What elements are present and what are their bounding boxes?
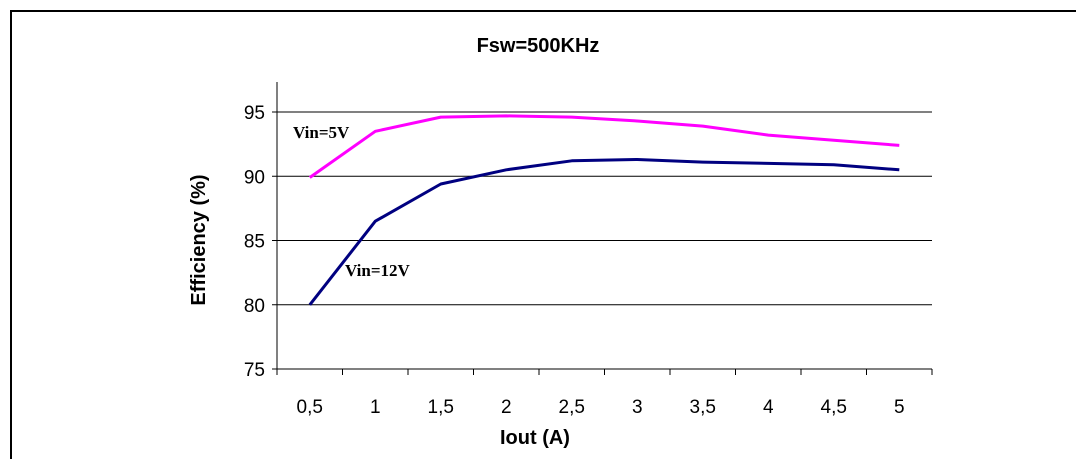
y-tick-label: 90 [244,167,265,188]
y-tick-label: 80 [244,296,265,317]
x-tick-label: 1,5 [428,397,454,418]
grid [277,111,932,306]
x-tick-label: 2 [501,397,512,418]
series-label-vin-12v: Vin=12V [345,261,411,280]
chart-title: Fsw=500KHz [477,35,600,57]
y-tick-label: 95 [244,103,265,124]
y-axis-title: Efficiency (%) [188,174,210,305]
x-tick-label: 1 [370,397,381,418]
x-tick-label: 5 [894,397,905,418]
x-tick-label: 2,5 [559,397,585,418]
chart-frame [10,10,1076,459]
x-tick-label: 4,5 [821,397,847,418]
y-tick-label: 75 [244,360,265,381]
x-tick-label: 3,5 [690,397,716,418]
x-tick-label: 4 [763,397,774,418]
axes [272,82,933,375]
y-tick-labels: 75 80 85 90 95 [244,103,265,381]
series-label-vin-5v: Vin=5V [293,123,350,142]
x-tick-label: 0,5 [297,397,323,418]
y-tick-label: 85 [244,232,265,253]
x-tick-labels: 0,5 1 1,5 2 2,5 3 3,5 4 4,5 5 [297,397,905,418]
x-axis-title: Iout (A) [500,427,570,449]
x-tick-label: 3 [632,397,643,418]
series-line-1 [308,158,900,306]
series-lines [308,114,900,306]
series-line-0 [308,114,900,179]
